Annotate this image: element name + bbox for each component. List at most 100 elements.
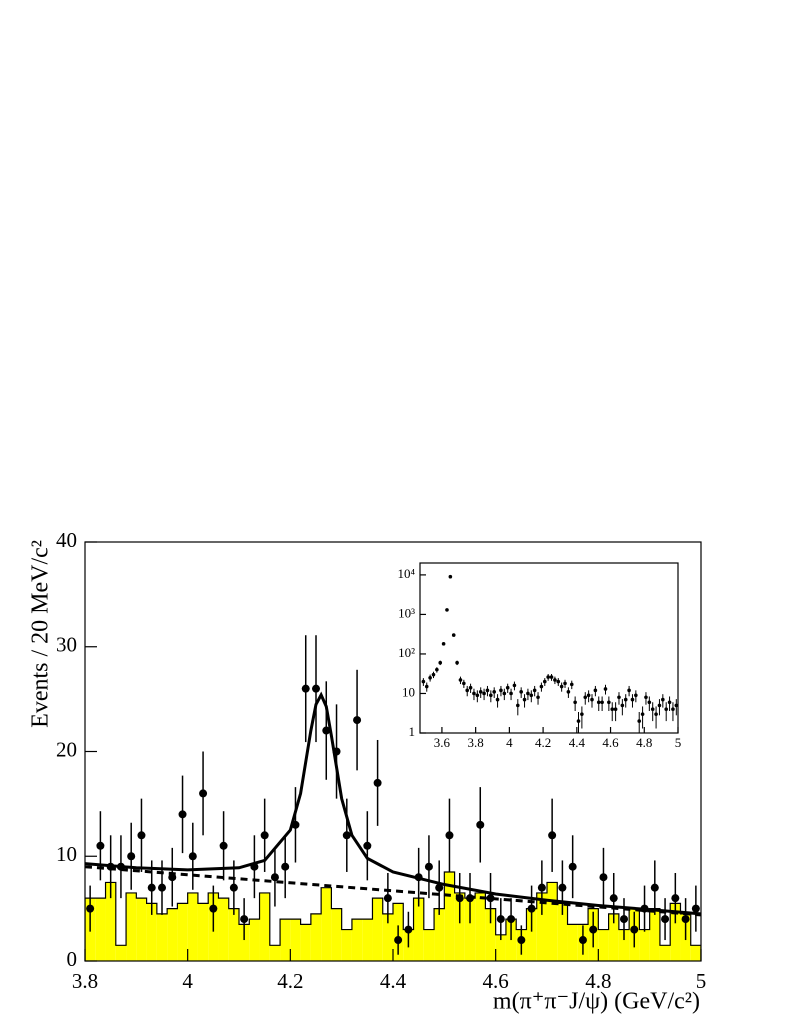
data-point — [556, 679, 561, 684]
data-point — [586, 693, 591, 698]
histogram-bar — [485, 908, 496, 961]
data-point — [529, 693, 534, 698]
data-point — [563, 681, 567, 686]
data-point — [482, 691, 486, 696]
x-tick-label: 4.6 — [483, 969, 509, 993]
data-point — [627, 688, 631, 693]
data-point — [674, 703, 678, 708]
data-point — [583, 695, 588, 700]
data-point — [127, 852, 136, 861]
histogram-bar — [464, 898, 476, 961]
x-tick-label: 4.8 — [636, 735, 652, 750]
histogram-bar — [690, 945, 701, 961]
data-point — [322, 726, 331, 735]
data-point — [546, 675, 550, 679]
data-point — [250, 862, 259, 871]
x-tick-label: 4.2 — [535, 735, 551, 750]
x-tick-label: 5 — [696, 969, 707, 993]
histogram-bar — [156, 913, 168, 961]
histogram-bar — [454, 892, 465, 961]
data-point — [600, 700, 604, 705]
data-point — [505, 685, 510, 690]
histogram-bar — [598, 929, 609, 961]
y-axis-title: Events / 20 MeV/c² — [28, 540, 54, 728]
data-point — [86, 904, 95, 913]
histogram-bar — [269, 945, 281, 961]
histogram-bar — [413, 898, 424, 961]
histogram-bar — [310, 913, 322, 961]
histogram-bar — [649, 908, 660, 961]
data-point — [623, 697, 628, 702]
histogram-bar — [423, 929, 435, 961]
data-point — [549, 675, 554, 679]
data-point — [596, 700, 601, 705]
data-point — [435, 667, 439, 672]
histogram-bar — [146, 903, 157, 961]
histogram-bar — [197, 903, 209, 961]
data-point — [424, 862, 433, 871]
data-point — [455, 660, 459, 665]
y-tick-label: 1 — [409, 724, 416, 739]
data-point — [240, 915, 249, 924]
data-point — [661, 915, 670, 924]
histogram-bar — [670, 903, 681, 961]
x-tick-label: 4.6 — [602, 735, 619, 750]
plot-area — [421, 574, 678, 733]
data-point — [219, 841, 228, 850]
data-point — [539, 684, 544, 689]
histogram-bar — [618, 929, 630, 961]
y-tick-label: 10 — [56, 842, 77, 866]
histogram-bar — [321, 887, 332, 961]
histogram-bar — [495, 934, 506, 961]
data-point — [647, 700, 652, 705]
background-fit-line — [85, 865, 701, 917]
data-point — [448, 574, 453, 579]
data-point — [607, 700, 611, 705]
histogram-bar — [136, 898, 147, 961]
data-point — [553, 678, 557, 682]
histogram-bar — [177, 903, 188, 961]
data-point — [637, 719, 642, 723]
data-point — [667, 700, 672, 705]
data-point — [209, 904, 218, 913]
data-point — [472, 691, 476, 696]
y-tick-label: 10³ — [398, 605, 415, 620]
x-tick-label: 4.8 — [585, 969, 611, 993]
histogram-bar — [126, 892, 137, 961]
y-tick-label: 30 — [56, 633, 77, 657]
data-point — [178, 810, 187, 819]
data-point — [644, 695, 648, 700]
histogram-bar — [382, 913, 393, 961]
data-point — [516, 703, 520, 708]
plot-frame — [84, 541, 702, 962]
data-point — [476, 820, 485, 829]
histogram-bar — [659, 945, 671, 961]
data-point — [116, 862, 125, 871]
x-tick-label: 4.2 — [277, 969, 303, 993]
y-tick-label: 10 — [402, 684, 415, 699]
x-tick-label: 4 — [506, 735, 513, 750]
y-tick-label: 40 — [56, 528, 77, 552]
histogram-bar — [341, 929, 352, 961]
data-point — [168, 873, 177, 882]
data-point — [589, 925, 598, 934]
data-point — [270, 873, 279, 882]
histogram-bar — [239, 924, 250, 961]
data-point — [671, 894, 680, 903]
data-point — [613, 707, 618, 712]
data-point — [383, 894, 392, 903]
histogram-bar — [536, 892, 547, 961]
data-point — [424, 684, 429, 689]
data-point — [353, 716, 362, 725]
data-point — [609, 894, 618, 903]
histogram-bar — [567, 924, 578, 961]
data-point — [486, 894, 495, 903]
data-point — [373, 778, 382, 787]
data-point — [593, 688, 598, 693]
data-point — [657, 703, 662, 708]
data-point — [188, 852, 197, 861]
inset-plot: 3.6 3.8 4 4.2 4.4 4.6 4.8 5 1 10 10² 10³ 10⁴ — [397, 562, 681, 750]
data-point — [519, 690, 523, 694]
data-point — [509, 691, 513, 696]
data-point — [576, 719, 581, 723]
